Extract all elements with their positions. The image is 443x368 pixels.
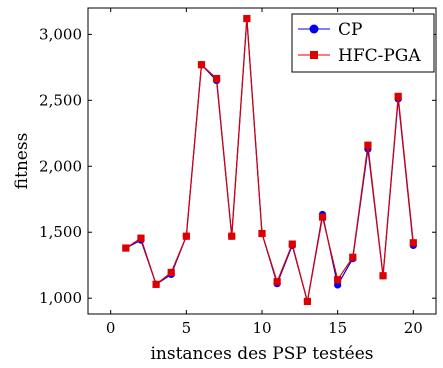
data-point-hfc-pga	[197, 61, 206, 69]
legend-label-cp: CP	[338, 20, 362, 40]
data-point-hfc-pga	[349, 253, 357, 261]
series-layer	[122, 14, 417, 306]
data-point-hfc-pga	[152, 280, 160, 288]
x-tick-label: 15	[328, 319, 347, 337]
data-point-hfc-pga	[303, 297, 311, 306]
data-point-hfc-pga	[318, 213, 327, 221]
x-tick-label: 10	[252, 319, 271, 337]
y-tick-label: 2,000	[39, 157, 82, 175]
x-tick-label: 5	[182, 319, 192, 337]
legend: CP HFC-PGA	[291, 13, 435, 73]
x-axis-label: instances des PSP testées	[150, 344, 373, 364]
y-axis-label: fitness	[12, 133, 32, 190]
y-tick-label: 1,500	[39, 223, 82, 241]
axis-ticks: 0 5 10 15 20 1,000 1,500 2,000 2,500 3,000	[39, 8, 436, 337]
data-point-hfc-pga	[122, 244, 130, 252]
data-point-hfc-pga	[273, 278, 281, 286]
data-point-hfc-pga	[243, 14, 251, 23]
data-point-hfc-pga	[137, 234, 145, 242]
data-point-hfc-pga	[213, 74, 221, 83]
legend-label-hfc-pga: HFC-PGA	[338, 46, 421, 66]
series-line-hfc-pga	[125, 18, 414, 302]
y-tick-label: 1,000	[39, 289, 82, 307]
x-tick-label: 20	[404, 319, 423, 337]
x-tick-label: 0	[106, 319, 116, 337]
data-point-hfc-pga	[258, 229, 266, 238]
data-point-hfc-pga	[182, 232, 190, 240]
legend-marker-cp	[309, 24, 319, 34]
data-point-hfc-pga	[379, 272, 387, 280]
plot-frame	[87, 7, 437, 315]
data-point-hfc-pga	[288, 240, 296, 248]
y-tick-label: 2,500	[39, 91, 82, 109]
y-tick-label: 3,000	[39, 25, 82, 43]
legend-marker-hfc-pga	[310, 51, 318, 59]
legend-entry-hfc-pga: HFC-PGA	[298, 46, 421, 66]
legend-box	[291, 13, 435, 73]
data-point-hfc-pga	[228, 232, 236, 240]
data-point-hfc-pga	[334, 276, 342, 284]
legend-entry-cp: CP	[298, 20, 362, 40]
data-point-hfc-pga	[364, 141, 372, 149]
data-point-hfc-pga	[394, 92, 402, 100]
data-point-hfc-pga	[409, 239, 417, 247]
data-point-hfc-pga	[167, 268, 175, 277]
